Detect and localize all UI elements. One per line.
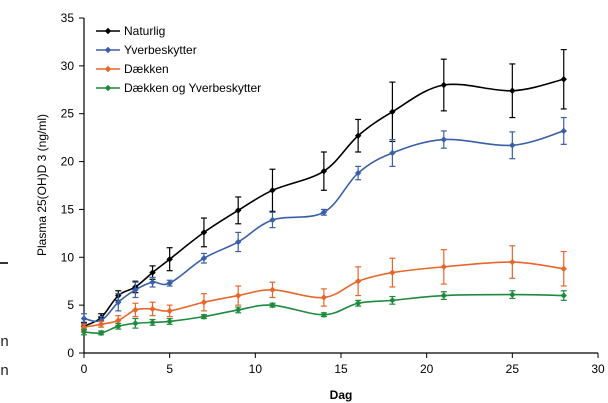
data-point	[200, 299, 208, 306]
y-tick-label: 35	[61, 11, 75, 25]
data-point	[560, 76, 567, 83]
data-point	[269, 286, 276, 294]
data-point	[166, 279, 173, 287]
data-point	[354, 278, 362, 285]
data-point	[166, 256, 173, 263]
data-point	[509, 142, 516, 149]
data-point	[235, 238, 242, 246]
legend-label: Dækken	[124, 62, 169, 76]
y-axis-label: Plasma 25(OH)D 3 (ng/ml)	[35, 114, 49, 256]
data-point	[440, 292, 447, 299]
data-point	[389, 269, 396, 276]
data-point	[269, 187, 276, 194]
data-point	[269, 301, 276, 309]
y-tick-label: 25	[61, 107, 75, 121]
y-tick-label: 0	[67, 346, 74, 360]
data-point	[389, 297, 396, 304]
legend-label: Naturlig	[124, 24, 165, 38]
data-point	[440, 263, 447, 271]
legend-marker	[104, 46, 112, 54]
x-tick-label: 15	[334, 362, 348, 376]
legend-item: Dækken	[96, 62, 169, 76]
data-point	[149, 278, 156, 286]
series	[80, 290, 567, 337]
legend-item: Yverbeskytter	[96, 43, 197, 57]
data-point	[80, 328, 88, 336]
series	[80, 116, 567, 325]
data-point	[354, 169, 362, 177]
y-tick-label: 5	[67, 298, 74, 312]
y-tick-label: 15	[61, 202, 75, 216]
data-point	[440, 136, 447, 143]
data-point	[200, 229, 208, 236]
data-point	[132, 306, 139, 314]
x-tick-label: 25	[506, 362, 520, 376]
data-point	[320, 311, 328, 318]
legend-item: Dækken og Yverbeskytter	[96, 81, 261, 95]
data-point	[509, 87, 516, 94]
data-point	[389, 108, 396, 115]
legend-marker	[104, 84, 112, 92]
x-tick-label: 20	[420, 362, 434, 376]
data-point	[235, 207, 242, 214]
legend-label: Yverbeskytter	[124, 43, 197, 57]
legend: Naturlig Yverbeskytter Dækken Dækken og Yve…	[96, 24, 261, 95]
data-point	[115, 323, 122, 330]
data-point	[354, 132, 362, 139]
legend-marker	[104, 65, 112, 73]
cropped-dash	[0, 262, 8, 264]
x-tick-label: 0	[81, 362, 88, 376]
data-point	[560, 127, 567, 135]
legend-label: Dækken og Yverbeskytter	[124, 81, 261, 95]
data-point	[132, 320, 139, 327]
data-point	[320, 167, 328, 175]
series-layer	[80, 48, 567, 337]
data-point	[560, 265, 567, 272]
x-tick-label: 5	[166, 362, 173, 376]
legend-item: Naturlig	[96, 24, 165, 38]
data-point	[200, 313, 208, 320]
data-point	[354, 300, 362, 307]
data-point	[97, 329, 105, 337]
data-point	[235, 306, 242, 314]
data-point	[235, 292, 242, 299]
x-tick-label: 10	[249, 362, 263, 376]
data-point	[149, 305, 156, 313]
y-tick-label: 20	[61, 155, 75, 169]
data-point	[560, 292, 567, 299]
data-point	[149, 269, 156, 276]
x-axis-label: Dag	[330, 388, 353, 402]
data-point	[389, 149, 396, 157]
data-point	[115, 299, 122, 306]
y-tick-label: 30	[61, 59, 75, 73]
cropped-text-fragment: en	[0, 362, 9, 379]
y-tick-label: 10	[61, 250, 75, 264]
x-tick-label: 30	[591, 362, 605, 376]
data-point	[166, 318, 173, 325]
data-point	[97, 317, 105, 324]
data-point	[440, 81, 447, 89]
data-point	[509, 291, 516, 298]
legend-marker	[104, 27, 112, 35]
data-point	[132, 286, 139, 294]
data-point	[320, 294, 328, 301]
data-point	[509, 258, 516, 266]
cropped-text-fragment: en	[0, 333, 9, 350]
data-point	[166, 307, 173, 315]
data-point	[97, 321, 105, 328]
data-point	[200, 255, 208, 262]
data-point	[115, 317, 122, 324]
axes: 0 5 10 15 20 25 30 35 0 5 10 15 20 25 30	[61, 11, 605, 376]
data-point	[320, 209, 328, 216]
data-point	[269, 216, 276, 224]
data-point	[80, 315, 88, 322]
data-point	[149, 319, 156, 326]
